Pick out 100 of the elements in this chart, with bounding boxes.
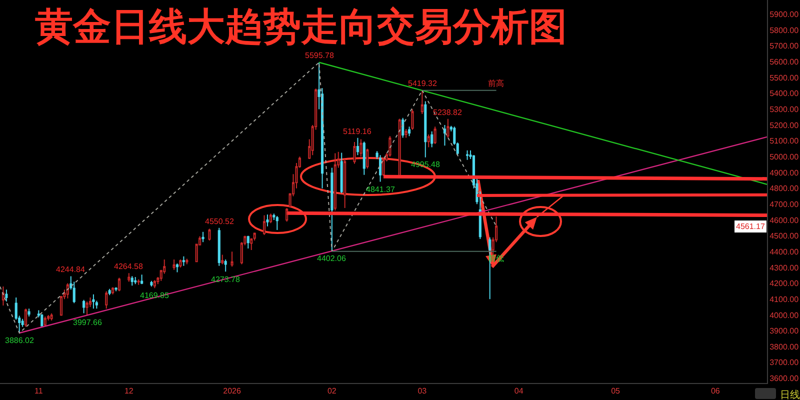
candlestick <box>434 126 436 145</box>
y-tick-label: 4000.00 <box>770 310 800 320</box>
x-tick-label: 04 <box>514 386 524 396</box>
candlestick <box>388 136 392 158</box>
y-tick-label: 5500.00 <box>770 73 800 82</box>
candlestick <box>140 274 144 285</box>
candlestick <box>420 90 424 114</box>
candlestick <box>92 294 95 310</box>
annotation: 4841.37 <box>366 185 396 194</box>
candlestick <box>446 118 450 138</box>
annotation: 4550.52 <box>205 217 234 226</box>
y-tick-label: 4800.00 <box>770 184 800 194</box>
annotation: 4402.06 <box>317 254 346 263</box>
candlestick <box>334 152 336 211</box>
candlestick <box>430 130 434 148</box>
candlestick <box>137 278 140 286</box>
candlestick <box>153 280 156 289</box>
candlestick <box>378 154 382 182</box>
x-tick-label: 11 <box>34 386 44 396</box>
candlestick <box>172 259 176 270</box>
annotation: 前高 <box>488 79 504 88</box>
candlestick <box>182 256 185 266</box>
annotation: 5238.82 <box>433 108 462 117</box>
candlestick <box>330 167 334 252</box>
candlestick <box>86 300 88 316</box>
candlestick <box>150 280 153 287</box>
candlestick <box>221 254 224 265</box>
candlestick <box>402 117 404 138</box>
candlestick <box>112 286 114 295</box>
y-tick-label: 4200.00 <box>770 279 800 288</box>
candlestick <box>246 235 250 249</box>
candlestick <box>128 272 130 282</box>
candlestick <box>176 263 179 273</box>
annotation: 4264.58 <box>114 262 144 271</box>
candlestick <box>202 231 204 243</box>
candlestick <box>382 156 385 176</box>
y-tick-label: 5600.00 <box>770 58 800 67</box>
annotation: 5595.78 <box>305 51 334 60</box>
x-tick-label: 12 <box>124 386 134 396</box>
y-tick-label: 4500.00 <box>770 232 800 241</box>
candlestick <box>366 148 369 170</box>
y-tick-label: 4600.00 <box>770 216 800 225</box>
candlestick <box>186 258 188 265</box>
candlestick <box>443 124 446 146</box>
text: 日线 <box>780 389 800 400</box>
candlestick <box>360 138 362 158</box>
candlestick <box>362 141 366 176</box>
candlestick <box>408 126 411 137</box>
y-tick-label: 4100.00 <box>770 294 800 304</box>
candlestick <box>218 227 220 266</box>
candlestick <box>24 308 28 328</box>
candlestick <box>130 276 134 286</box>
candlestick <box>427 134 430 148</box>
candlestick <box>262 214 266 236</box>
y-tick-label: 4900.00 <box>770 168 800 178</box>
y-tick-label: 3800.00 <box>770 342 800 352</box>
candlestick <box>356 137 360 156</box>
candlestick <box>230 251 234 268</box>
y-tick-label: 5700.00 <box>770 42 800 51</box>
candlestick <box>118 277 121 292</box>
candlestick <box>269 213 272 224</box>
candlestick <box>411 108 414 130</box>
x-tick-label: 03 <box>418 386 428 396</box>
candlestick <box>344 158 346 208</box>
candlestick <box>40 314 44 327</box>
candlestick <box>266 214 269 227</box>
candlestick <box>179 259 182 268</box>
x-tick-label: 05 <box>611 386 621 396</box>
y-tick-label: 4400.00 <box>770 247 800 256</box>
y-tick-label: 5800.00 <box>770 26 800 35</box>
candlestick <box>44 316 46 327</box>
x-tick-label: 02 <box>327 386 337 396</box>
candlestick <box>108 288 111 296</box>
y-tick-label: 5400.00 <box>770 89 800 98</box>
chart-title: 黄金日线大趋势走向交易分析图 <box>35 4 567 48</box>
y-tick-label: 4300.00 <box>770 263 800 272</box>
candlestick <box>398 118 401 176</box>
candlestick <box>82 299 86 314</box>
annotation: 3997.66 <box>73 318 102 327</box>
candlestick <box>114 286 118 292</box>
candlestick <box>353 141 356 164</box>
x-tick-label: 06 <box>710 386 720 396</box>
y-tick-label: 5300.00 <box>770 105 800 114</box>
candlestick <box>5 289 8 302</box>
annotation: 4561.17 <box>736 222 766 231</box>
y-tick-label: 3700.00 <box>770 358 800 368</box>
y-tick-label: 5200.00 <box>770 120 800 130</box>
candlestick <box>276 216 278 230</box>
y-tick-label: 5100.00 <box>770 136 800 146</box>
candlestick <box>466 150 469 160</box>
candlestick <box>404 128 408 138</box>
y-tick-label: 3900.00 <box>770 326 800 336</box>
candlestick <box>50 312 53 321</box>
annotation: 5119.16 <box>343 127 372 136</box>
x-tick-label: 2026 <box>223 386 242 396</box>
candlestick <box>224 259 227 272</box>
annotation: 3886.02 <box>5 336 34 345</box>
candlestick <box>134 276 137 285</box>
annotation: 4244.84 <box>56 265 86 274</box>
y-tick-label: 3600.00 <box>770 374 800 384</box>
